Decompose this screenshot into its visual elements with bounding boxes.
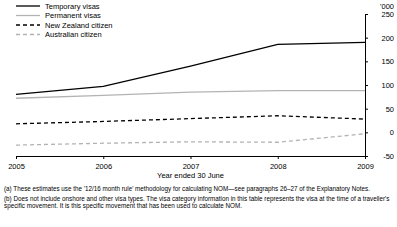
tick: 250: [365, 10, 394, 19]
tick-mark: [365, 85, 368, 86]
tick-label: 2009: [357, 162, 374, 171]
x-axis: 2005 2006 2007 2008 2009: [8, 156, 374, 171]
tick-label: 100: [381, 81, 394, 90]
tick: 2009: [357, 156, 374, 171]
tick: 150: [365, 57, 394, 66]
tick-mark: [365, 132, 368, 133]
axis-line: [17, 157, 366, 160]
axis-line: [366, 15, 369, 157]
footnote: (b) Does not include onshore and other v…: [4, 195, 394, 210]
tick-mark: [191, 156, 192, 159]
tick-label: 50: [386, 105, 394, 114]
tick: 2007: [183, 156, 200, 171]
legend-label: New Zealand citizen: [45, 21, 113, 30]
tick-label: 2005: [8, 162, 25, 171]
series-line: [16, 116, 365, 124]
tick: 100: [365, 81, 394, 90]
series-line: [16, 42, 365, 94]
tick-label: 2006: [95, 162, 112, 171]
tick-mark: [365, 109, 368, 110]
tick-mark: [365, 14, 368, 15]
lines: [16, 42, 365, 145]
tick: 2008: [270, 156, 287, 171]
tick-mark: [16, 156, 17, 159]
tick-label: -50: [383, 152, 394, 161]
legend-swatch: [16, 5, 40, 6]
legend: Temporary visasPermanent visasNew Zealan…: [16, 2, 113, 40]
x-axis-title: Year ended 30 June: [157, 171, 224, 180]
footnote: (a) These estimates use the '12/16 month…: [4, 185, 394, 193]
tick: 2005: [8, 156, 25, 171]
tick-mark: [365, 38, 368, 39]
tick-label: 250: [381, 10, 394, 19]
tick-mark: [103, 156, 104, 159]
legend-label: Temporary visas: [45, 2, 100, 11]
tick-mark: [365, 156, 368, 157]
tick: 2006: [95, 156, 112, 171]
tick: -50: [365, 152, 394, 161]
legend-swatch: [16, 34, 40, 35]
notes: (a) These estimates use the '12/16 month…: [4, 185, 394, 212]
series-line: [16, 134, 365, 145]
tick-label: 0: [390, 128, 394, 137]
legend-label: Permanent visas: [45, 11, 101, 20]
legend-swatch: [16, 15, 40, 16]
chart: 2005 2006 2007 2008 2009 -50 0 50 100 150 200 250'0…: [0, 0, 397, 182]
tick-label: 200: [381, 34, 394, 43]
legend-label: Australian citizen: [45, 30, 102, 39]
tick-label: 150: [381, 57, 394, 66]
tick: 50: [365, 105, 394, 114]
tick-label: 2007: [183, 162, 200, 171]
legend-swatch: [16, 24, 40, 25]
y-axis: -50 0 50 100 150 200 250: [365, 10, 394, 161]
tick-mark: [278, 156, 279, 159]
tick: 0: [365, 128, 394, 137]
tick-label: 2008: [270, 162, 287, 171]
series-line: [16, 91, 365, 99]
tick-mark: [365, 61, 368, 62]
y-axis-title: '000: [380, 2, 394, 11]
tick: 200: [365, 34, 394, 43]
